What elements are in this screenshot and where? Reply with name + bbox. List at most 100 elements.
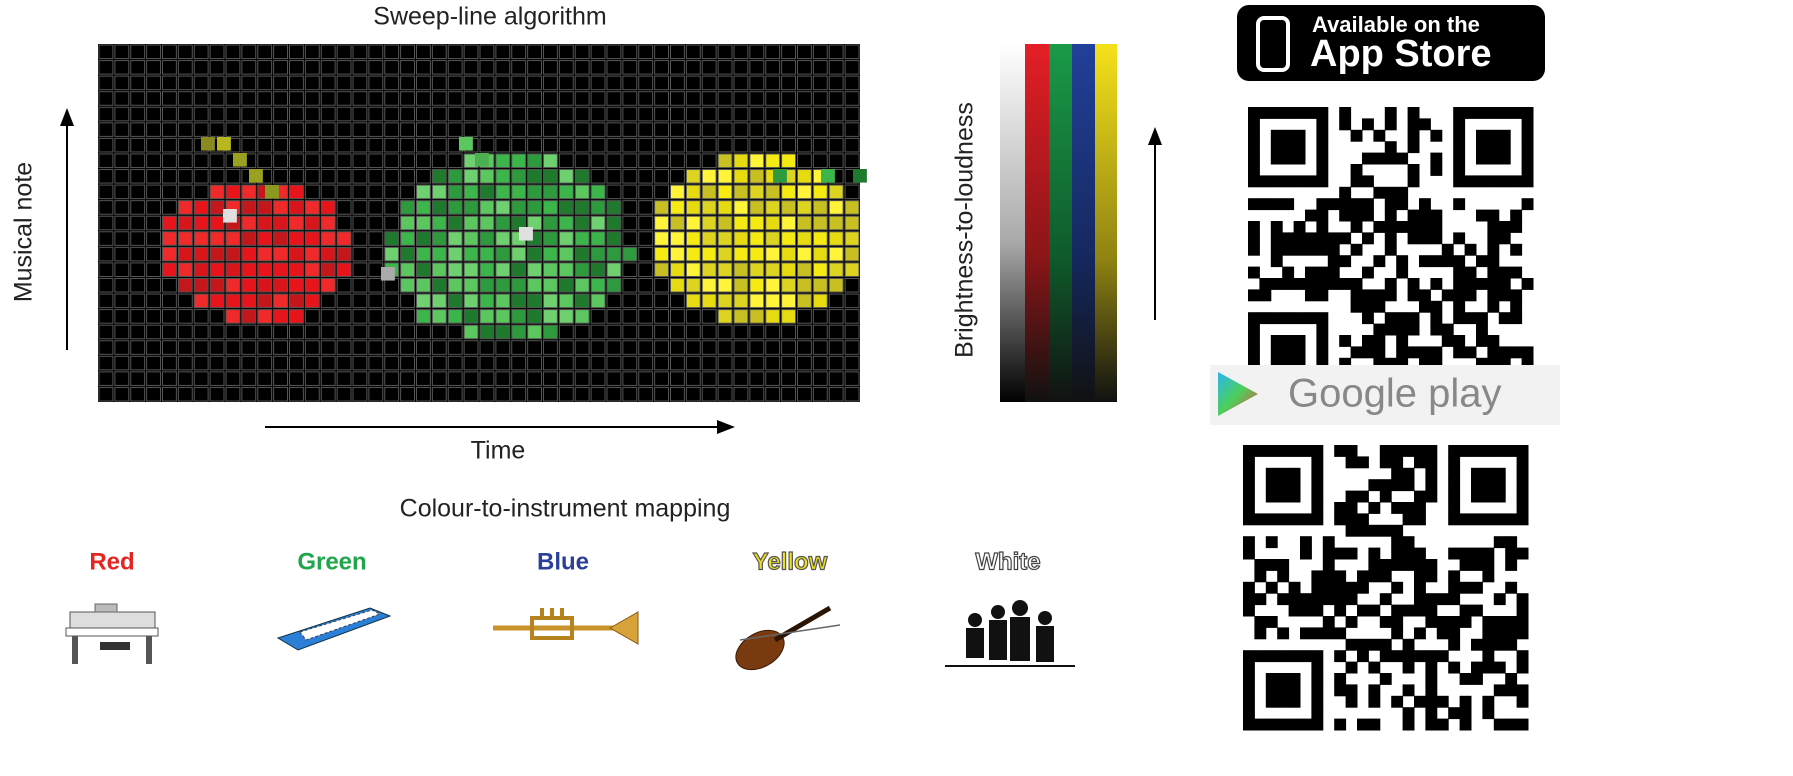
bar-arrow-head	[1148, 127, 1162, 145]
grid-cell	[559, 154, 573, 168]
pixel	[194, 294, 208, 308]
qr-module	[1282, 198, 1294, 210]
pixel	[305, 232, 319, 246]
qr-module	[1380, 593, 1392, 605]
qr-module	[1425, 456, 1437, 468]
qr-module	[1396, 198, 1408, 210]
grid-cell	[131, 201, 145, 215]
grid-cell	[147, 92, 161, 106]
qr-module	[1391, 605, 1403, 617]
grid-cell	[750, 61, 764, 75]
qr-module	[1368, 502, 1380, 514]
qr-module	[1430, 153, 1442, 165]
grid-cell	[99, 107, 113, 121]
qr-module	[1385, 187, 1397, 199]
grid-cell	[258, 341, 272, 355]
pixel	[718, 216, 732, 230]
qr-module	[1499, 141, 1511, 153]
pixel	[432, 216, 446, 230]
grid-cell	[655, 76, 669, 90]
qr-module	[1300, 719, 1312, 731]
qr-module	[1517, 456, 1529, 468]
qr-module	[1254, 650, 1266, 662]
grid-cell	[496, 61, 510, 75]
qr-module	[1282, 346, 1294, 358]
grid-cell	[623, 123, 637, 137]
grid-cell	[480, 61, 494, 75]
grid-cell	[718, 356, 732, 370]
grid-cell	[686, 341, 700, 355]
grid-cell	[401, 123, 415, 137]
grid-cell	[321, 76, 335, 90]
qr-module	[1499, 278, 1511, 290]
grid-cell	[178, 185, 192, 199]
grid-cell	[591, 123, 605, 137]
grid-cell	[829, 138, 843, 152]
grid-cell	[353, 247, 367, 261]
grid-cell	[623, 356, 637, 370]
grid-cell	[623, 341, 637, 355]
qr-module	[1243, 707, 1255, 719]
qr-module	[1311, 513, 1323, 525]
grid-cell	[575, 76, 589, 90]
app-store-badge[interactable]: Available on the App Store	[1237, 5, 1545, 81]
qr-module	[1453, 118, 1465, 130]
grid-cell	[734, 45, 748, 59]
qr-module	[1430, 301, 1442, 313]
pixel	[528, 263, 542, 277]
grid-cell	[591, 325, 605, 339]
pixel	[448, 170, 462, 184]
qr-module	[1476, 335, 1488, 347]
qr-module	[1385, 278, 1397, 290]
google-play-badge[interactable]: Google play	[1210, 365, 1560, 425]
grid-cell	[639, 201, 653, 215]
grid-cell	[639, 154, 653, 168]
grid-cell	[655, 154, 669, 168]
pixel	[432, 201, 446, 215]
pixel	[702, 232, 716, 246]
grid-cell	[131, 278, 145, 292]
qr-module	[1311, 570, 1323, 582]
brightness-bar	[1000, 44, 1117, 402]
singers-icon	[945, 600, 1075, 666]
pixel	[226, 310, 240, 324]
grid-cell	[274, 154, 288, 168]
grid-cell	[258, 123, 272, 137]
grid-cell	[718, 45, 732, 59]
pixel	[512, 325, 526, 339]
qr-module	[1248, 153, 1260, 165]
qr-module	[1373, 324, 1385, 336]
qr-module	[1425, 650, 1437, 662]
qr-module	[1334, 445, 1346, 457]
grid-cell	[623, 232, 637, 246]
qr-module	[1357, 491, 1369, 503]
qr-module	[1437, 593, 1449, 605]
grid-cell	[353, 341, 367, 355]
qr-module	[1494, 445, 1506, 457]
grid-cell	[99, 201, 113, 215]
qr-module	[1505, 719, 1517, 731]
qr-module	[1430, 255, 1442, 267]
grid-cell	[528, 372, 542, 386]
qr-module	[1414, 593, 1426, 605]
qr-module	[1351, 198, 1363, 210]
grid-cell	[432, 325, 446, 339]
grid-cell	[798, 356, 812, 370]
grid-cell	[671, 341, 685, 355]
qr-module	[1403, 445, 1415, 457]
grid-cell	[782, 138, 796, 152]
qr-module	[1414, 513, 1426, 525]
pixel	[671, 185, 685, 199]
grid-cell	[369, 92, 383, 106]
grid-cell	[115, 325, 129, 339]
pixel	[417, 216, 431, 230]
grid-cell	[163, 310, 177, 324]
pixel	[194, 278, 208, 292]
grid-cell	[686, 107, 700, 121]
grid-cell	[575, 154, 589, 168]
grid-cell	[353, 76, 367, 90]
qr-module	[1505, 513, 1517, 525]
grid-cell	[163, 325, 177, 339]
pixel	[496, 170, 510, 184]
grid-cell	[178, 92, 192, 106]
